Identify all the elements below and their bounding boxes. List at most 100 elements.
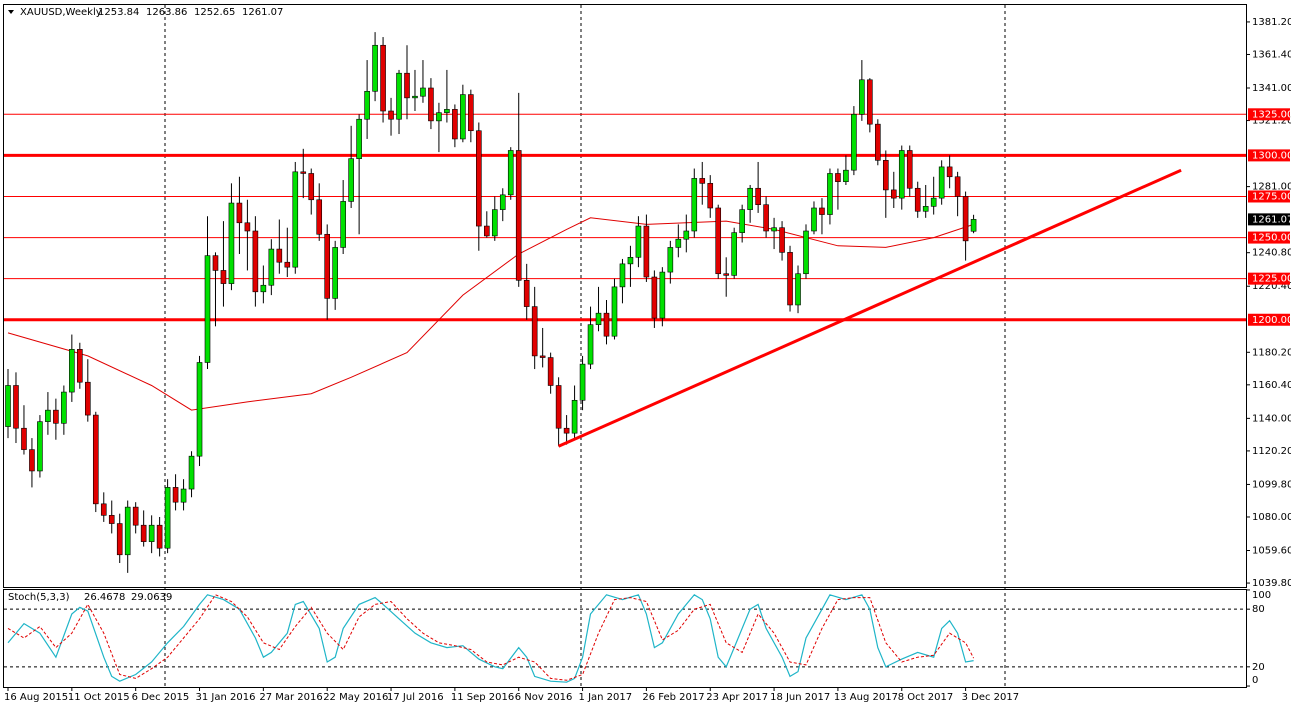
- candle-body: [611, 286, 618, 337]
- low-value: 1252.65: [194, 7, 235, 18]
- candle-body: [444, 109, 450, 113]
- x-tick-label: 17 Jul 2016: [387, 692, 444, 703]
- stoch-tick-label: 0: [1252, 675, 1258, 686]
- candle-body: [946, 166, 953, 178]
- candle-body: [132, 506, 139, 526]
- x-tick-label: 1 Jan 2017: [579, 692, 633, 703]
- level-label: 1225.00: [1252, 274, 1291, 285]
- candle-body: [667, 247, 674, 273]
- candle-body: [316, 199, 323, 235]
- candle-body: [85, 381, 91, 416]
- candle-body: [460, 94, 466, 140]
- candle-body: [779, 227, 785, 253]
- level-label-box: [1248, 108, 1290, 121]
- x-tick-label: 11 Sep 2016: [451, 692, 514, 703]
- candle-body: [906, 150, 913, 189]
- candle-body: [691, 178, 698, 232]
- candle-body: [930, 197, 937, 207]
- candle-body: [890, 189, 897, 199]
- candle-body: [507, 150, 514, 196]
- candle-body: [204, 255, 211, 363]
- candle-body: [851, 113, 857, 171]
- candle-body: [595, 312, 602, 325]
- candle-body: [739, 209, 745, 233]
- y-tick-label: 1240.80: [1252, 248, 1291, 259]
- current-price-box: [1248, 213, 1290, 226]
- x-tick-label: 16 Aug 2015: [4, 692, 68, 703]
- candle-body: [140, 524, 147, 542]
- candle-body: [5, 385, 11, 427]
- candle-body: [308, 173, 315, 201]
- y-tick-label: 1120.20: [1252, 446, 1291, 457]
- candle-body: [579, 363, 586, 401]
- candle-body: [220, 270, 227, 284]
- candle-body: [755, 187, 761, 205]
- candle-body: [747, 187, 753, 210]
- high-value: 1263.86: [146, 7, 187, 18]
- candle-body: [92, 414, 99, 505]
- candle-body: [898, 150, 905, 199]
- candle-body: [819, 207, 825, 215]
- candle-body: [348, 158, 354, 202]
- x-tick-label: 18 Jun 2017: [770, 692, 830, 703]
- candle-body: [515, 150, 522, 281]
- candle-body: [53, 409, 59, 424]
- candle-body: [882, 160, 889, 191]
- candle-body: [468, 94, 474, 132]
- candle-body: [45, 409, 51, 422]
- x-tick-label: 3 Dec 2017: [962, 692, 1020, 703]
- candle-body: [962, 196, 969, 242]
- y-tick-label: 1321.20: [1252, 116, 1291, 127]
- candle-body: [196, 362, 203, 457]
- y-tick-label: 1099.80: [1252, 479, 1291, 490]
- x-tick-label: 13 Aug 2017: [834, 692, 898, 703]
- candle-body: [651, 276, 658, 319]
- candle-body: [643, 225, 650, 278]
- candle-body: [603, 312, 610, 337]
- candle-body: [539, 355, 546, 358]
- stoch-main-value: 26.4678: [84, 592, 125, 603]
- candle-body: [116, 523, 123, 556]
- candle-body: [795, 273, 801, 306]
- candle-body: [29, 449, 35, 472]
- stoch-main: [7, 594, 974, 683]
- candle-body: [803, 230, 809, 275]
- y-tick-label: 1220.40: [1252, 281, 1291, 292]
- candle-body: [404, 72, 410, 99]
- candle-body: [252, 230, 259, 293]
- y-tick-label: 1140.00: [1252, 413, 1291, 424]
- candle-body: [499, 194, 506, 210]
- candle-body: [555, 385, 562, 429]
- stoch-signal: [7, 594, 975, 681]
- y-tick-label: 1381.20: [1252, 17, 1291, 28]
- candle-body: [619, 263, 626, 288]
- candle-body: [771, 227, 777, 232]
- candle-body: [715, 207, 722, 275]
- candle-body: [523, 280, 530, 307]
- candle-body: [683, 230, 690, 240]
- candle-body: [699, 178, 706, 184]
- candle-body: [77, 349, 83, 383]
- candle-body: [396, 72, 402, 120]
- candle-body: [236, 202, 243, 224]
- level-label: 1325.00: [1252, 109, 1291, 120]
- y-tick-label: 1039.80: [1252, 578, 1291, 589]
- x-tick-label: 23 Apr 2017: [706, 692, 768, 703]
- candle-body: [483, 225, 490, 237]
- candle-body: [108, 515, 115, 524]
- candle-body: [340, 201, 346, 248]
- stoch-tick-label: 20: [1252, 662, 1265, 673]
- level-label-box: [1248, 149, 1290, 162]
- close-value: 1261.07: [242, 7, 283, 18]
- y-tick-label: 1341.00: [1252, 83, 1291, 94]
- candle-body: [412, 95, 418, 99]
- candle-body: [156, 524, 163, 549]
- menu-arrow: [8, 10, 14, 14]
- candle-body: [364, 90, 370, 120]
- candle-body: [292, 171, 299, 268]
- candle-body: [827, 173, 833, 215]
- y-tick-label: 1281.00: [1252, 182, 1291, 193]
- candle-body: [563, 427, 570, 434]
